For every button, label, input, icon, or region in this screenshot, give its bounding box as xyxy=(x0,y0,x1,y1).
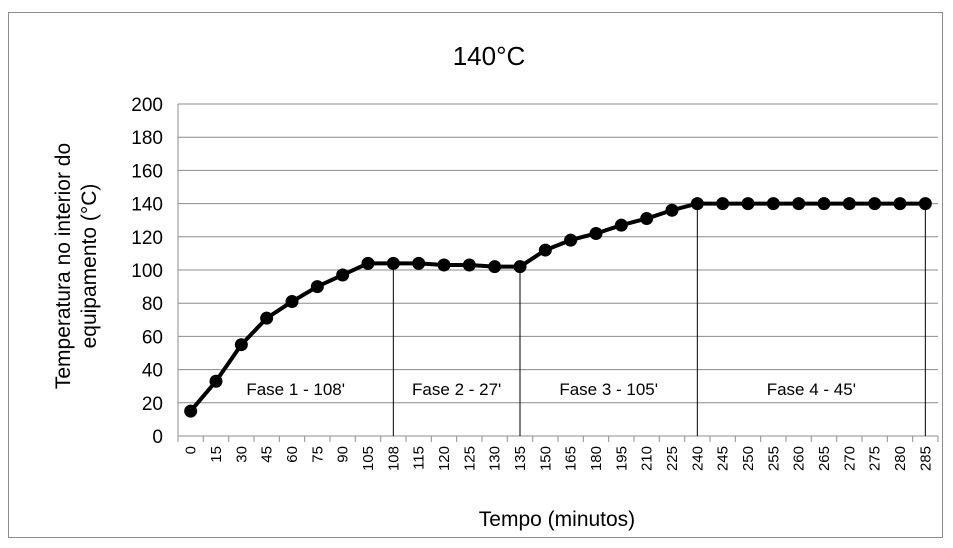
phase-label: Fase 2 - 27' xyxy=(412,380,501,399)
y-axis-title-line: Temperatura no interior do xyxy=(52,143,75,389)
data-point xyxy=(513,260,527,274)
x-tick-label: 130 xyxy=(487,446,504,471)
y-tick-label: 0 xyxy=(152,427,163,448)
phase-label: Fase 1 - 108' xyxy=(246,380,345,399)
x-tick-label: 108 xyxy=(385,446,402,471)
x-tick-label: 90 xyxy=(335,446,352,463)
y-tick-label: 60 xyxy=(142,327,163,348)
data-point xyxy=(538,243,552,257)
x-axis-title: Tempo (minutos) xyxy=(479,508,635,531)
data-point xyxy=(589,226,603,240)
y-tick-label: 40 xyxy=(142,361,163,382)
data-point xyxy=(184,404,198,418)
y-tick-label: 20 xyxy=(142,394,163,415)
y-tick-label: 180 xyxy=(131,128,163,149)
data-point xyxy=(766,197,780,211)
x-tick-label: 245 xyxy=(715,446,732,471)
x-tick-label: 120 xyxy=(436,446,453,471)
data-point xyxy=(412,256,426,270)
x-tick-label: 105 xyxy=(360,446,377,471)
x-tick-label: 165 xyxy=(563,446,580,471)
x-tick-label: 250 xyxy=(740,446,757,471)
data-point xyxy=(614,218,628,232)
phase-labels: Fase 1 - 108' Fase 2 - 27' Fase 3 - 105' Fa… xyxy=(246,380,856,399)
data-point xyxy=(640,212,654,226)
y-axis-title-line: equipamento (°C) xyxy=(78,184,101,349)
data-point xyxy=(716,197,730,211)
x-tick-label: 180 xyxy=(588,446,605,471)
x-tick-label: 275 xyxy=(867,446,884,471)
phase-label: Fase 4 - 45' xyxy=(767,380,856,399)
x-tick-label: 45 xyxy=(259,446,276,463)
x-tick-label: 225 xyxy=(664,446,681,471)
data-point xyxy=(209,374,223,388)
y-axis-ticks: 0 20 40 60 80 100 120 140 160 180 200 xyxy=(131,95,163,448)
x-tick-label: 135 xyxy=(512,446,529,471)
data-point xyxy=(690,197,704,211)
x-tick-label: 265 xyxy=(816,446,833,471)
phase-dividers xyxy=(392,203,926,436)
data-point xyxy=(817,197,831,211)
data-point xyxy=(564,233,578,247)
x-tick-label: 60 xyxy=(284,446,301,463)
data-point xyxy=(336,268,350,282)
x-tick-label: 195 xyxy=(613,446,630,471)
data-point xyxy=(488,260,502,274)
x-tick-label: 285 xyxy=(917,446,934,471)
data-point xyxy=(665,203,679,217)
data-point xyxy=(310,280,324,294)
data-point xyxy=(842,197,856,211)
data-point xyxy=(741,197,755,211)
y-tick-label: 80 xyxy=(142,294,163,315)
data-point xyxy=(893,197,907,211)
x-tick-label: 75 xyxy=(309,446,326,463)
x-tick-label: 0 xyxy=(183,446,200,454)
data-point xyxy=(437,258,451,272)
x-tick-label: 30 xyxy=(233,446,250,463)
y-tick-label: 200 xyxy=(131,95,163,116)
x-tick-label: 255 xyxy=(765,446,782,471)
y-tick-label: 160 xyxy=(131,161,163,182)
y-tick-label: 140 xyxy=(131,195,163,216)
y-tick-label: 100 xyxy=(131,261,163,282)
data-point xyxy=(462,258,476,272)
x-tick-label: 270 xyxy=(841,446,858,471)
data-point xyxy=(918,197,932,211)
x-axis-ticks: 0 15 30 45 60 75 90 105 108 115 120 125 130 135 150 165… xyxy=(177,436,939,471)
x-tick-label: 280 xyxy=(892,446,909,471)
x-tick-label: 260 xyxy=(791,446,808,471)
y-axis-title: Temperatura no interior do equipamento (°… xyxy=(52,143,101,389)
data-point xyxy=(234,338,248,352)
x-tick-label: 125 xyxy=(461,446,478,471)
data-point xyxy=(386,256,400,270)
x-tick-label: 115 xyxy=(411,446,428,470)
data-point xyxy=(260,311,274,325)
x-tick-label: 150 xyxy=(537,446,554,471)
data-point xyxy=(285,295,299,309)
x-tick-label: 210 xyxy=(639,446,656,471)
data-point xyxy=(868,197,882,211)
x-tick-label: 15 xyxy=(208,446,225,463)
y-tick-label: 120 xyxy=(131,228,163,249)
series xyxy=(184,197,932,418)
chart-frame xyxy=(8,12,943,538)
phase-label: Fase 3 - 105' xyxy=(559,380,658,399)
data-point xyxy=(361,256,375,270)
x-tick-label: 240 xyxy=(689,446,706,471)
chart-title: 140°C xyxy=(453,41,526,71)
data-point xyxy=(792,197,806,211)
